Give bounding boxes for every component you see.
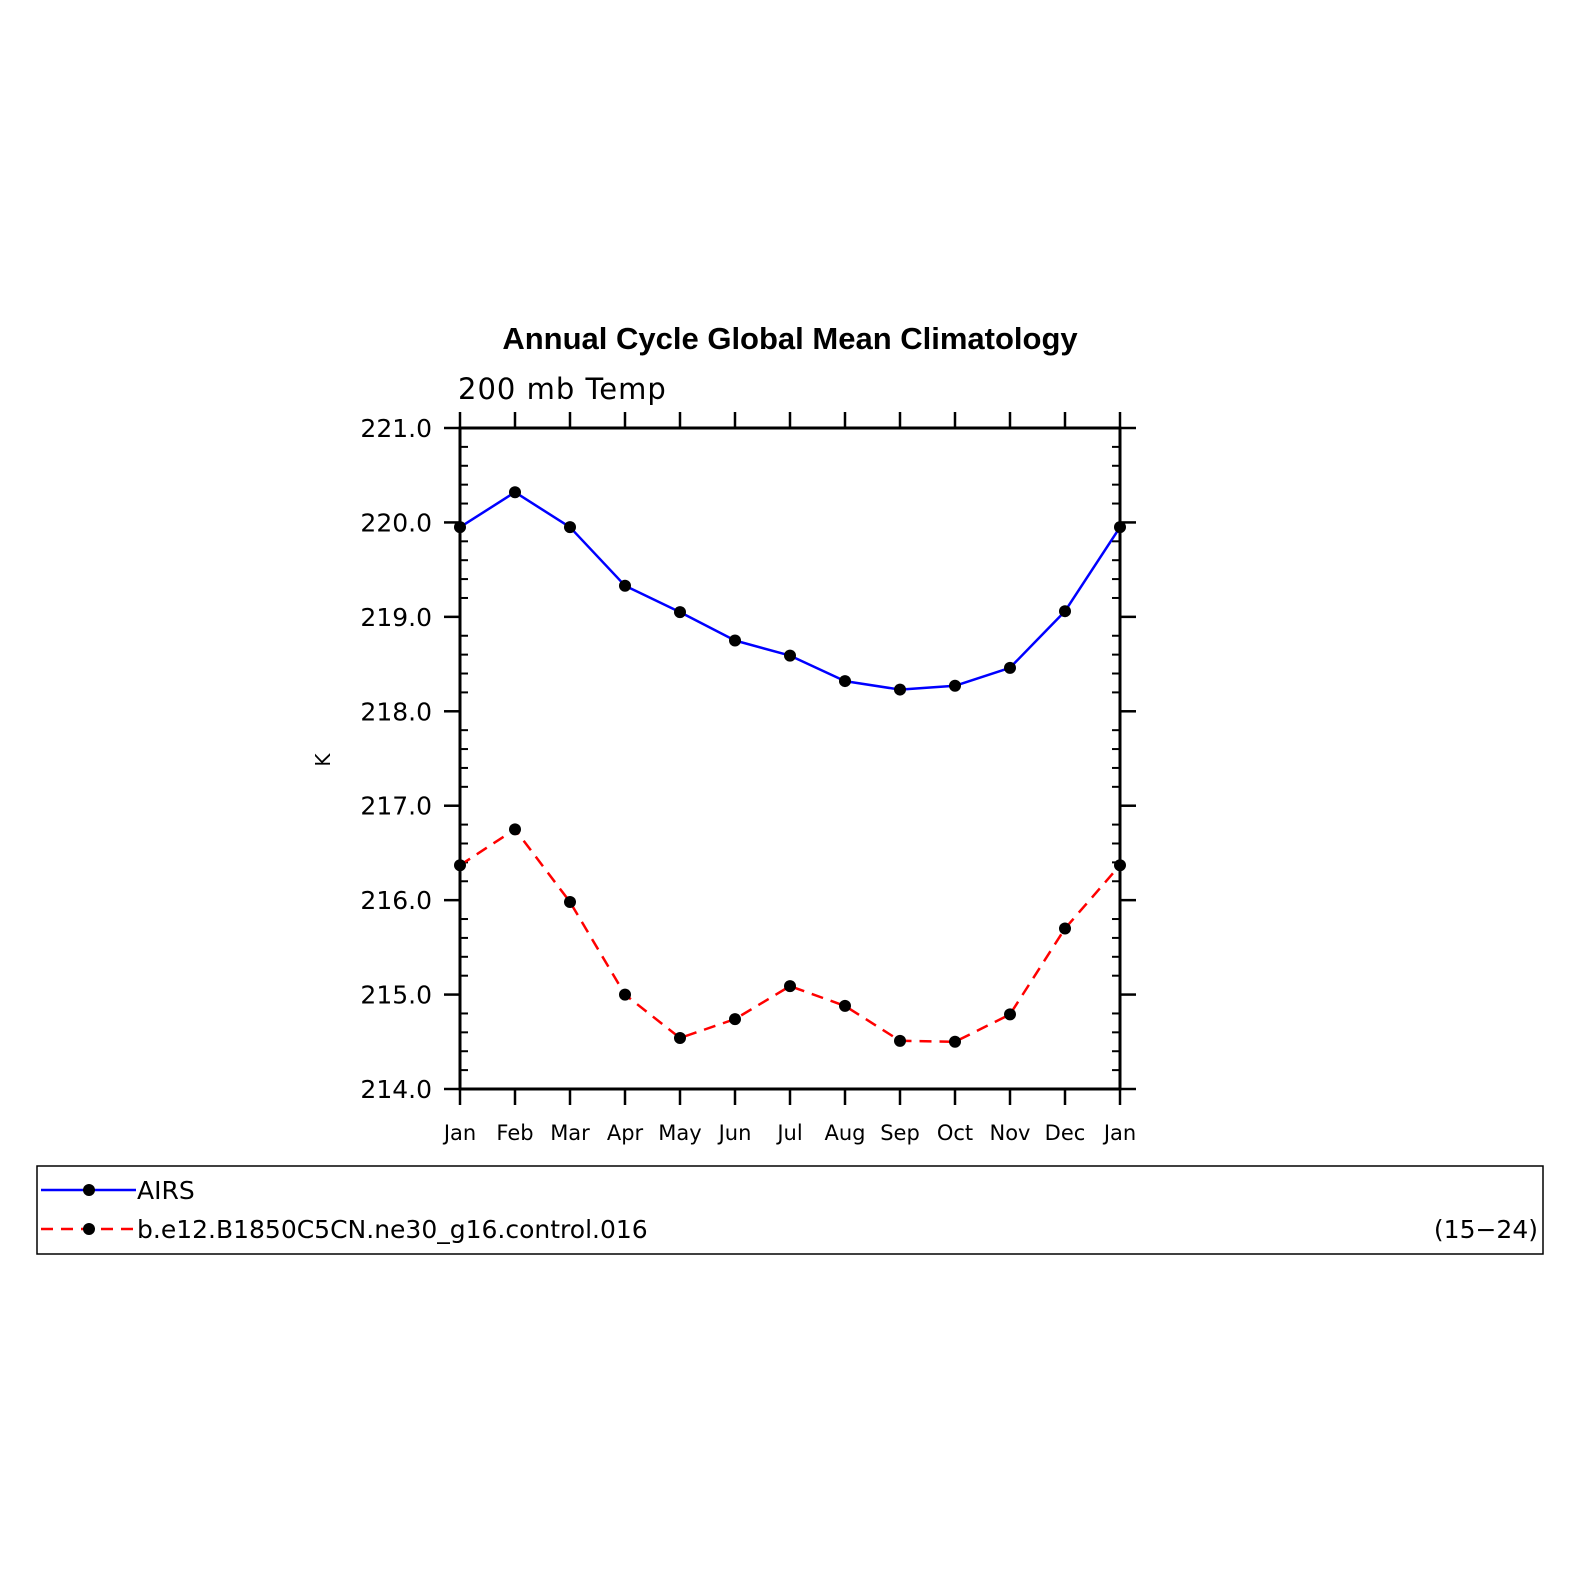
y-tick-label: 220.0	[360, 508, 432, 537]
y-axis-label: K	[311, 753, 335, 767]
x-tick-label: Dec	[1045, 1121, 1086, 1145]
x-tick-label: Oct	[937, 1121, 973, 1145]
x-tick-label: Feb	[496, 1121, 533, 1145]
y-tick-label: 214.0	[360, 1075, 432, 1104]
x-tick-label: Jul	[775, 1121, 802, 1145]
x-tick-label: Sep	[880, 1121, 920, 1145]
series-2-point	[729, 1013, 741, 1026]
legend-label-1: AIRS	[137, 1176, 195, 1205]
legend-marker-1	[83, 1184, 95, 1196]
y-tick-label: 215.0	[360, 981, 432, 1010]
x-tick-label: Nov	[990, 1121, 1031, 1145]
series-1-point	[1059, 605, 1071, 618]
y-tick-label: 219.0	[360, 603, 432, 632]
plot-series	[454, 486, 1126, 1048]
series-2-point	[454, 859, 466, 872]
series-2-point	[564, 896, 576, 909]
series-2-point	[839, 999, 851, 1012]
series-1-point	[894, 683, 906, 696]
x-tick-label: Apr	[607, 1121, 644, 1145]
series-2-point	[1059, 922, 1071, 935]
series-1-point	[674, 606, 686, 619]
series-1-point	[564, 521, 576, 534]
x-tick-label: Jun	[717, 1121, 752, 1145]
series-1-point	[619, 579, 631, 592]
x-tick-label: May	[658, 1121, 701, 1145]
legend-label-2: b.e12.B1850C5CN.ne30_g16.control.016	[137, 1215, 648, 1244]
axes: 214.0 215.0 216.0 217.0 218.0 219.0 220.0 221.0…	[360, 412, 1136, 1145]
series-1-point	[784, 649, 796, 662]
legend-marker-2	[83, 1223, 95, 1235]
legend-box	[36, 1165, 1544, 1255]
series-2-point	[1114, 859, 1126, 872]
series-2-point	[619, 988, 631, 1001]
legend: AIRS b.e12.B1850C5CN.ne30_g16.control.016…	[36, 1165, 1544, 1255]
x-tick-label: Mar	[550, 1121, 590, 1145]
series-2-point	[509, 823, 521, 836]
legend-note: (15−24)	[1434, 1215, 1538, 1244]
series-1-point	[729, 634, 741, 647]
series-2-point	[894, 1034, 906, 1047]
series-2-point	[674, 1032, 686, 1045]
series-1-point	[454, 521, 466, 534]
x-tick-label: Aug	[824, 1121, 865, 1145]
y-tick-label: 221.0	[360, 414, 432, 443]
series-1-point	[509, 486, 521, 499]
series-1-point	[1004, 661, 1016, 674]
y-tick-label: 216.0	[360, 886, 432, 915]
x-tick-label: Jan	[442, 1121, 476, 1145]
series-1-point	[1114, 521, 1126, 534]
y-tick-label: 218.0	[360, 697, 432, 726]
series-2-point	[784, 980, 796, 993]
chart-subtitle: 200 mb Temp	[458, 372, 667, 406]
chart-title: Annual Cycle Global Mean Climatology	[502, 321, 1078, 356]
series-1-point	[949, 679, 961, 692]
series-line-2	[459, 828, 1121, 1044]
y-tick-label: 217.0	[360, 792, 432, 821]
x-tick-label: Jan	[1102, 1121, 1136, 1145]
series-2-point	[949, 1035, 961, 1048]
series-1-point	[839, 675, 851, 688]
series-2-point	[1004, 1008, 1016, 1021]
